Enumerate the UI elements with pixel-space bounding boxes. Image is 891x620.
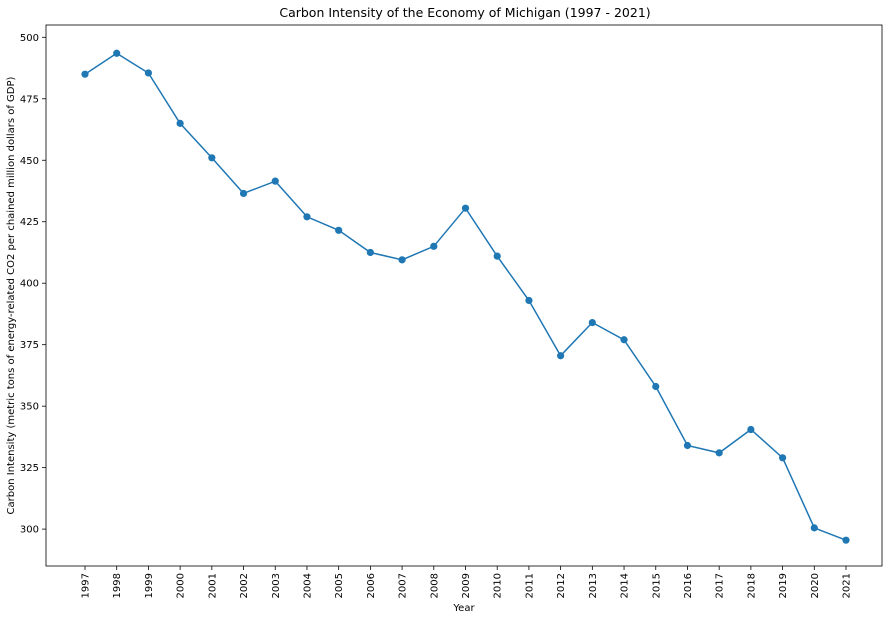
x-tick-label: 2003: [271, 573, 282, 598]
data-point: [335, 226, 343, 234]
x-tick-label: 2018: [746, 573, 757, 598]
y-tick-label: 350: [20, 402, 39, 413]
x-tick-label: 2016: [683, 573, 694, 598]
data-point: [461, 204, 470, 212]
y-tick-label: 500: [20, 33, 39, 44]
x-tick-label: 2001: [207, 573, 218, 598]
data-point: [144, 69, 153, 77]
x-tick-label: 1997: [81, 573, 92, 598]
data-point: [525, 296, 533, 305]
x-axis: 1997 1998 1999 2000 2001 2002 2003 2004 2005 2006…: [81, 566, 853, 598]
x-tick-label: 1998: [112, 573, 123, 598]
x-tick-label: 2015: [651, 573, 662, 598]
data-point: [747, 425, 755, 434]
data-point: [366, 248, 374, 257]
data-point: [620, 336, 628, 344]
x-tick-label: 2019: [778, 573, 789, 598]
x-tick-label: 2004: [302, 573, 313, 598]
y-axis-label: Carbon Intensity (metric tons of energy-…: [6, 76, 17, 514]
data-point: [81, 70, 89, 78]
y-tick-label: 375: [20, 340, 39, 351]
data-point: [557, 352, 565, 360]
data-point: [778, 454, 787, 462]
x-tick-label: 2000: [176, 573, 187, 598]
data-point: [239, 189, 248, 198]
series-carbon-intensity: [81, 49, 850, 544]
data-point: [398, 256, 406, 264]
data-point: [683, 441, 692, 450]
y-axis: 300 325 350 375 400 425 450 475 500: [20, 33, 46, 536]
data-point: [715, 449, 723, 457]
data-point: [113, 49, 121, 57]
y-tick-label: 475: [20, 94, 39, 105]
x-tick-label: 2005: [334, 573, 345, 598]
x-tick-label: 2011: [524, 573, 535, 598]
y-tick-label: 450: [20, 156, 39, 167]
x-tick-label: 2014: [620, 573, 631, 598]
data-point: [176, 119, 184, 127]
plot-area: 300 325 350 375 400 425 450 475 500 1997 1998 1999…: [20, 24, 883, 598]
y-tick-label: 325: [20, 463, 39, 474]
x-tick-label: 2006: [366, 573, 377, 598]
plot-frame: [45, 24, 883, 567]
y-tick-label: 425: [20, 217, 39, 228]
data-point: [652, 382, 660, 391]
data-point: [208, 154, 216, 162]
series-line: [84, 52, 847, 541]
x-tick-label: 2021: [842, 573, 853, 598]
x-tick-label: 2007: [398, 573, 409, 598]
x-tick-label: 2008: [429, 573, 440, 598]
chart-title: Carbon Intensity of the Economy of Michi…: [279, 5, 650, 20]
y-tick-label: 300: [20, 525, 39, 536]
x-tick-label: 1999: [144, 573, 155, 598]
data-point: [430, 242, 438, 250]
x-axis-label: Year: [452, 603, 475, 614]
data-point: [303, 213, 311, 221]
data-point: [271, 177, 279, 185]
x-tick-label: 2012: [556, 573, 567, 598]
x-tick-label: 2020: [810, 573, 821, 598]
x-tick-label: 2017: [715, 573, 726, 598]
data-point: [810, 524, 818, 532]
x-tick-label: 2010: [493, 573, 504, 598]
x-tick-label: 2002: [239, 573, 250, 598]
data-point: [588, 318, 596, 327]
data-point: [842, 536, 850, 544]
x-tick-label: 2013: [588, 573, 599, 598]
data-point: [493, 252, 501, 260]
y-tick-label: 400: [20, 279, 39, 290]
x-tick-label: 2009: [461, 573, 472, 598]
